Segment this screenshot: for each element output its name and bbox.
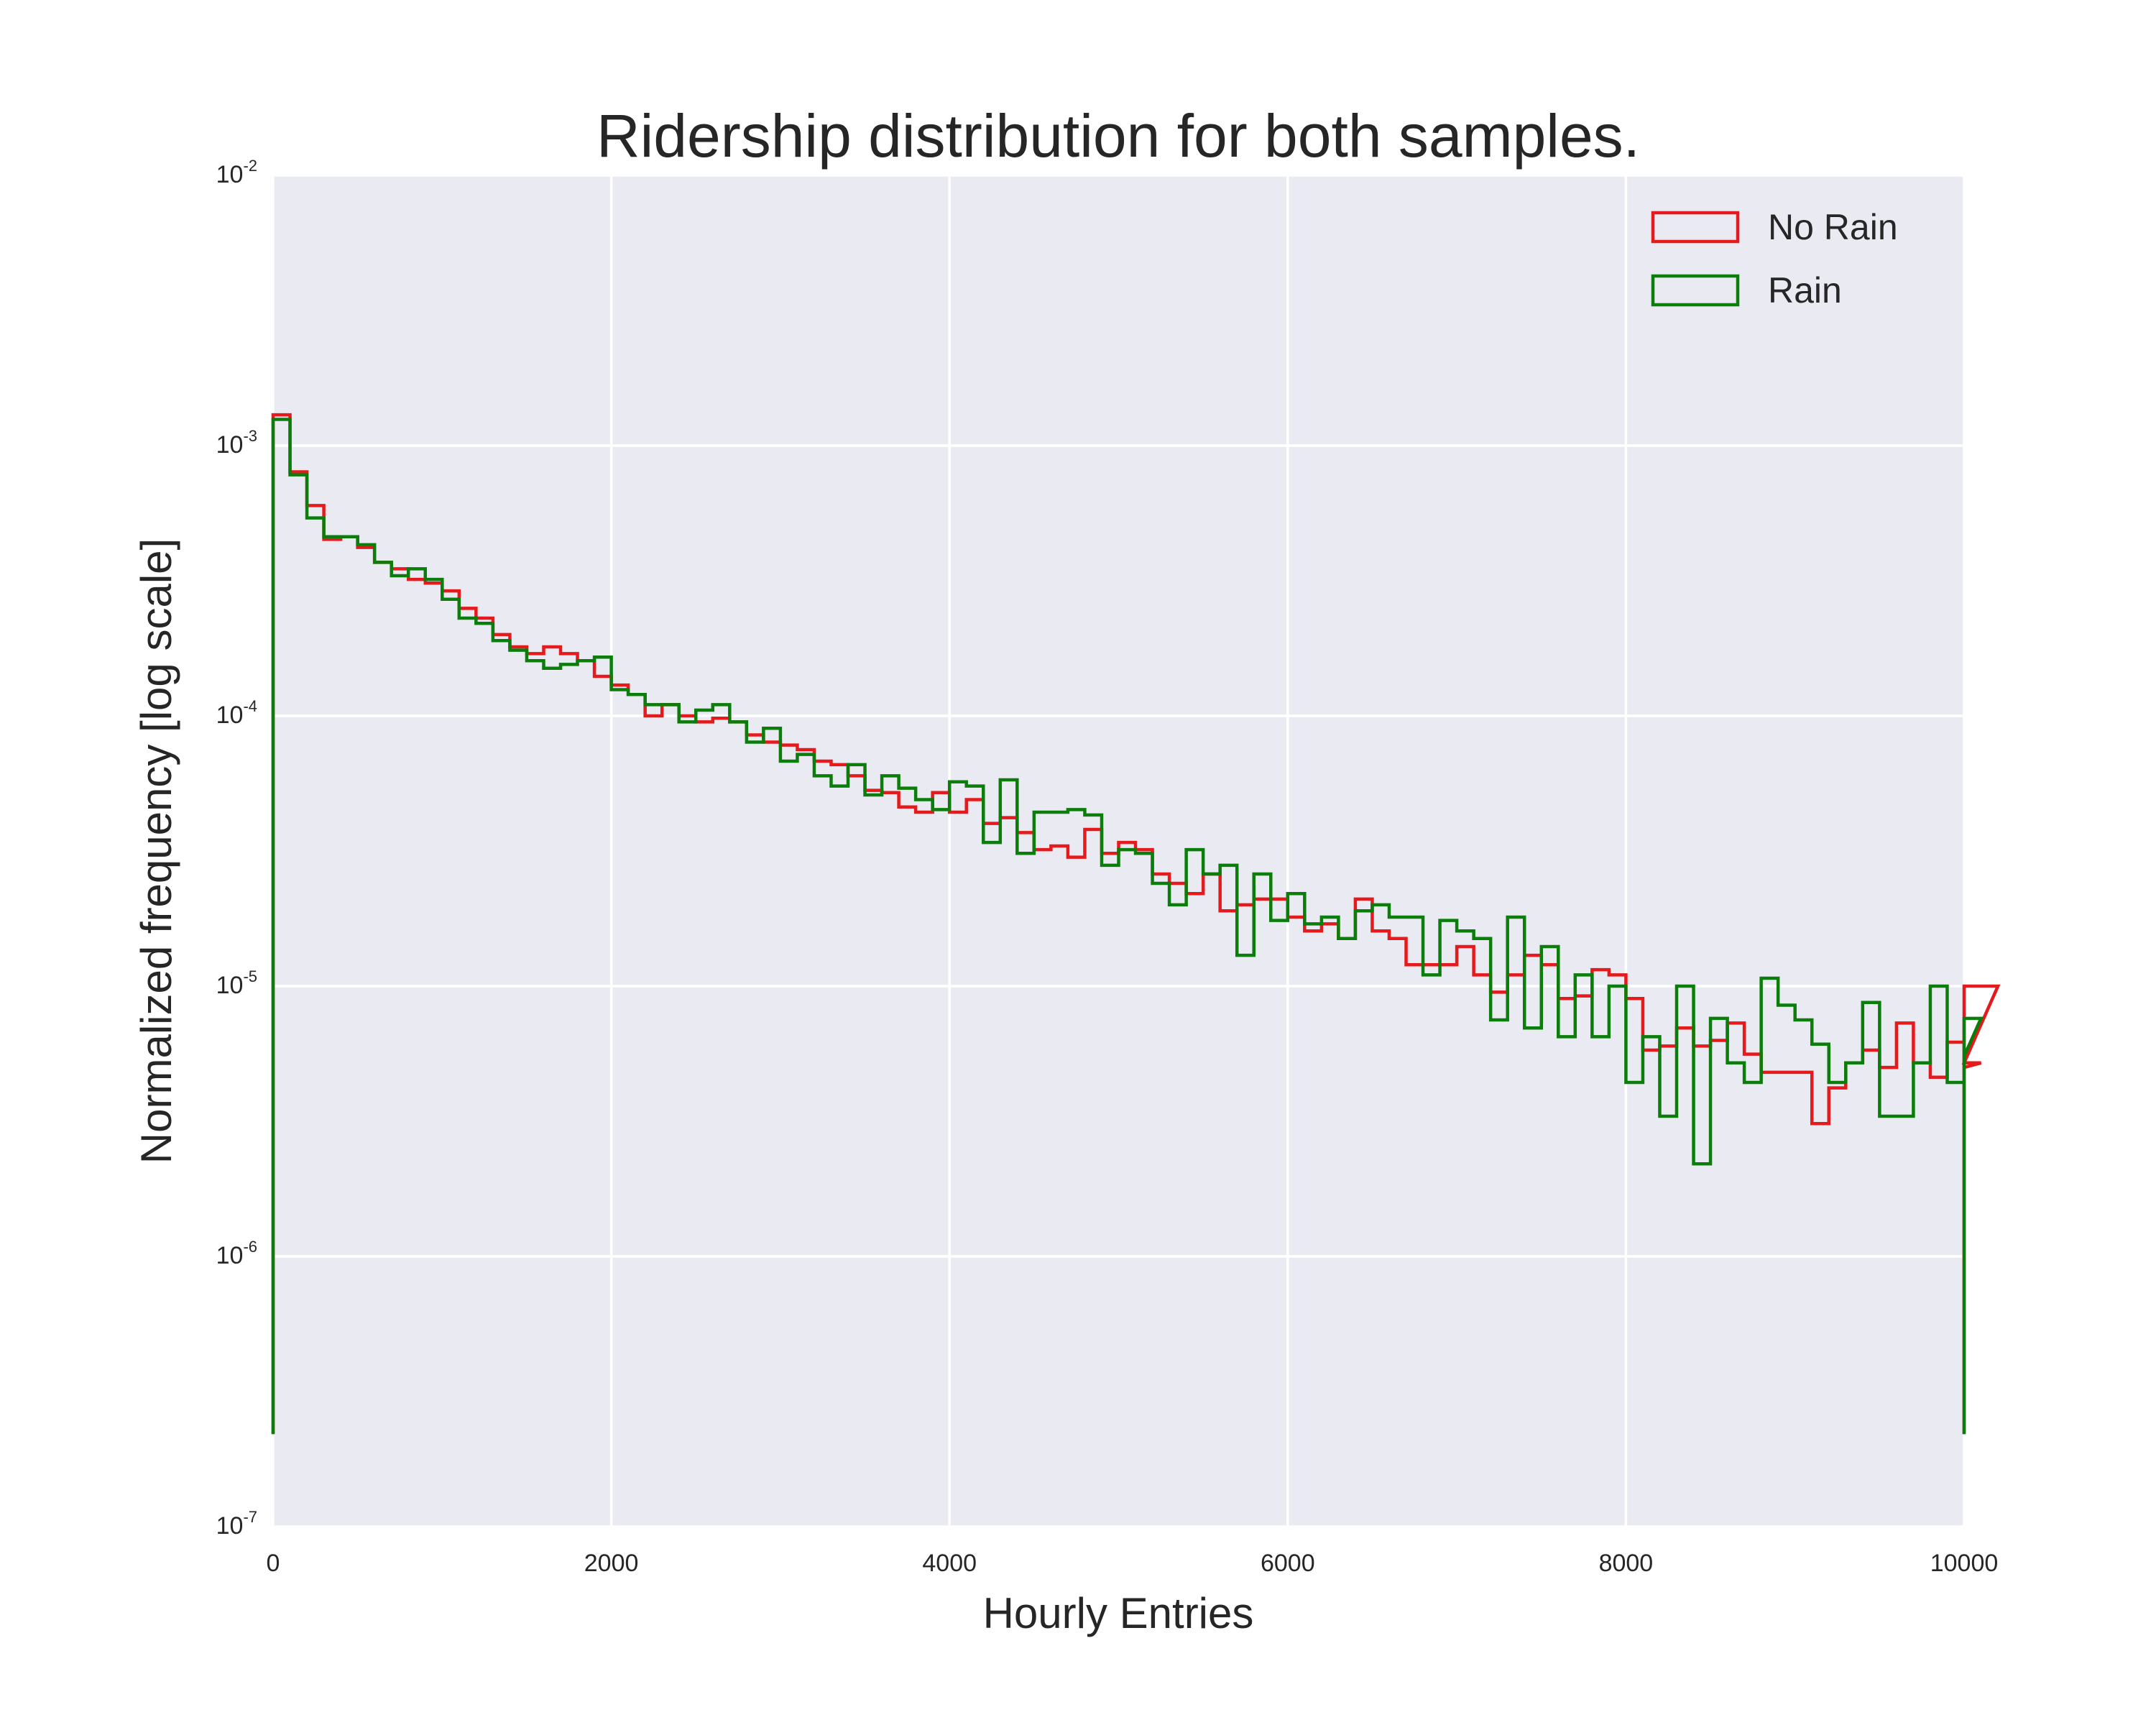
x-tick-label: 0 bbox=[267, 1550, 280, 1577]
grid-lines bbox=[272, 174, 1966, 1528]
legend-label-rain: Rain bbox=[1768, 270, 1842, 310]
x-tick-label: 10000 bbox=[1930, 1550, 1999, 1577]
y-tick-label: 10-6 bbox=[216, 1238, 257, 1269]
y-tick-label: 10-3 bbox=[216, 427, 257, 459]
y-tick-labels: 10-7 10-6 10-5 10-4 10-3 10-2 bbox=[216, 157, 257, 1540]
legend-swatch-rain bbox=[1651, 274, 1740, 307]
y-tick-label: 10-4 bbox=[216, 697, 257, 729]
y-axis-label: Normalized frequency [log scale] bbox=[132, 538, 180, 1164]
x-tick-label: 4000 bbox=[922, 1550, 977, 1577]
y-tick-label: 10-5 bbox=[216, 967, 257, 999]
legend-swatch-no-rain bbox=[1651, 211, 1740, 244]
legend: No Rain Rain bbox=[1651, 207, 1898, 310]
series-rain-line bbox=[271, 418, 1984, 1435]
chart-title: Ridership distribution for both samples. bbox=[596, 102, 1640, 170]
series-layer bbox=[271, 413, 2001, 1435]
x-tick-labels: 0 2000 4000 6000 8000 10000 bbox=[267, 1550, 1999, 1577]
y-tick-label: 10-7 bbox=[216, 1508, 257, 1540]
x-tick-label: 8000 bbox=[1599, 1550, 1654, 1577]
x-tick-label: 2000 bbox=[584, 1550, 639, 1577]
y-tick-label: 10-2 bbox=[216, 157, 257, 188]
x-tick-label: 6000 bbox=[1261, 1550, 1315, 1577]
legend-label-no-rain: No Rain bbox=[1768, 207, 1898, 247]
x-axis-label: Hourly Entries bbox=[983, 1589, 1254, 1637]
